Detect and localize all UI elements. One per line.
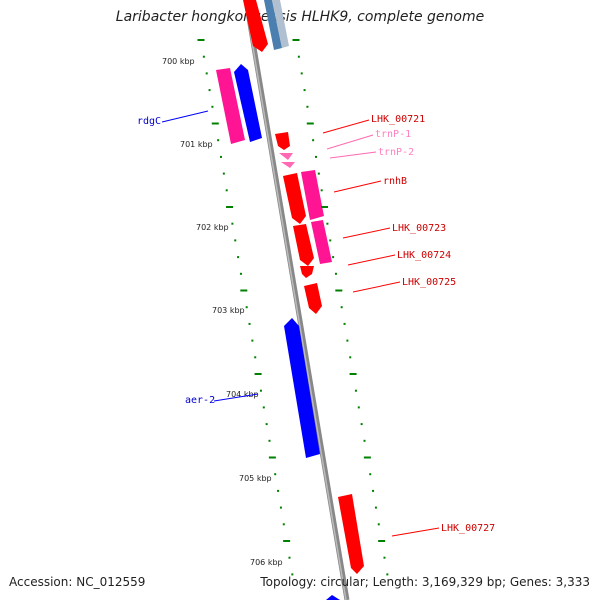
leader-trnP-2 [329, 151, 377, 159]
leader-LHK_00723 [342, 227, 391, 239]
gene-red-LHK_00723[interactable] [293, 224, 314, 266]
leader-trnP-1 [326, 134, 374, 150]
gene-blue-rdgC[interactable] [234, 64, 262, 142]
label-LHK_00721[interactable]: LHK_00721 [371, 114, 425, 125]
gene-top-blue-partial[interactable] [264, 0, 282, 50]
gene-red-LHK_00724[interactable] [300, 266, 314, 278]
gene-blue-aer-2[interactable] [284, 318, 320, 458]
gene-pink-LHK_00723-pair[interactable] [311, 220, 332, 264]
leader-LHK_00721 [322, 119, 370, 134]
leader-LHK_00725 [352, 281, 401, 293]
kbp-label-701: 701 kbp [180, 140, 213, 149]
right-tick-track [292, 39, 389, 576]
label-rdgC[interactable]: rdgC [137, 116, 161, 127]
kbp-label-703: 703 kbp [212, 306, 245, 315]
gene-red-LHK_00725[interactable] [304, 283, 322, 314]
trna-trnP-1[interactable] [279, 153, 293, 160]
label-trnP-1[interactable]: trnP-1 [375, 129, 411, 140]
leader-rdgC [161, 110, 209, 123]
leader-aer-2 [213, 393, 259, 402]
genome-meta-text: Topology: circular; Length: 3,169,329 bp… [260, 575, 590, 589]
accession-text: Accession: NC_012559 [9, 575, 146, 589]
label-rnhB[interactable]: rnhB [383, 176, 407, 187]
label-trnP-2[interactable]: trnP-2 [378, 147, 414, 158]
label-LHK_00723[interactable]: LHK_00723 [392, 223, 446, 234]
gene-bottom-blue-partial[interactable] [326, 595, 340, 600]
gene-top-red-partial[interactable] [243, 0, 268, 52]
map-title: Laribacter hongkongensis HLHK9, complete… [115, 9, 485, 25]
leader-LHK_00727 [391, 527, 440, 537]
genome-backbone-highlight [244, 0, 347, 600]
left-tick-track [197, 39, 294, 576]
gene-red-LHK_00727[interactable] [338, 494, 364, 574]
gene-red-LHK_00721[interactable] [275, 132, 290, 150]
kbp-label-702: 702 kbp [196, 223, 229, 232]
label-LHK_00724[interactable]: LHK_00724 [397, 250, 451, 261]
kbp-label-704: 704 kbp [226, 390, 259, 399]
gene-red-rnhB[interactable] [283, 173, 306, 224]
trna-trnP-2[interactable] [281, 162, 295, 168]
label-LHK_00727[interactable]: LHK_00727 [441, 523, 495, 534]
leader-LHK_00724 [347, 254, 396, 266]
leader-rnhB [333, 180, 382, 193]
label-aer-2[interactable]: aer-2 [185, 395, 215, 406]
gene-top-grey-partial[interactable] [272, 0, 289, 48]
kbp-label-700: 700 kbp [162, 57, 195, 66]
label-LHK_00725[interactable]: LHK_00725 [402, 277, 456, 288]
gene-pink-reverse-700[interactable] [216, 68, 245, 144]
kbp-label-706: 706 kbp [250, 558, 283, 567]
kbp-label-705: 705 kbp [239, 474, 272, 483]
gene-pink-rnhB-pair[interactable] [301, 170, 324, 220]
genome-backbone [243, 0, 350, 600]
